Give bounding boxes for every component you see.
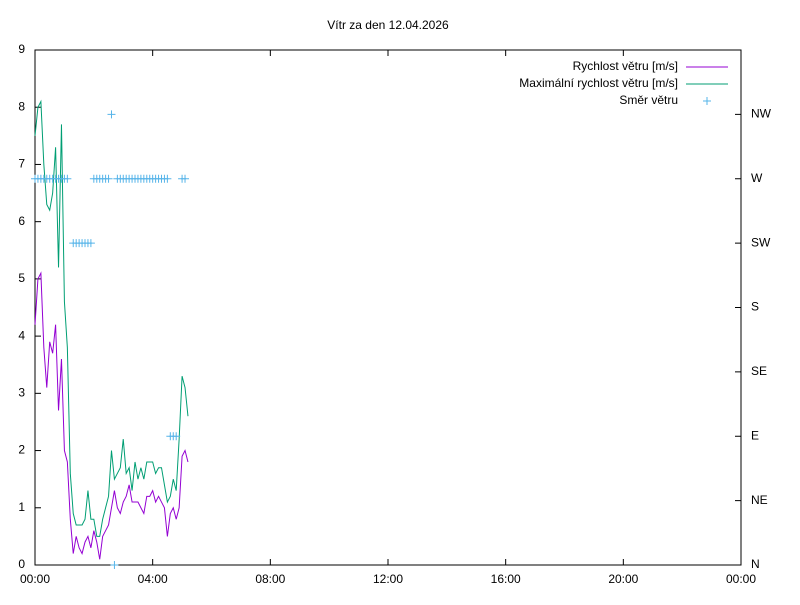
y2-tick-label: SW (751, 235, 771, 249)
x-tick-label: 04:00 (138, 572, 168, 586)
y2-tick-label: NE (751, 493, 768, 507)
legend-label: Maximální rychlost větru [m/s] (519, 76, 678, 90)
x-tick-label: 16:00 (491, 572, 521, 586)
y-tick-label: 3 (18, 386, 25, 400)
direction-point (163, 174, 172, 183)
direction-point (110, 561, 119, 569)
x-tick-label: 00:00 (726, 572, 756, 586)
y2-tick-label: N (751, 557, 760, 571)
y2-tick-label: E (751, 428, 759, 442)
legend-label: Rychlost větru [m/s] (573, 59, 678, 73)
direction-point (104, 174, 113, 183)
chart-title: Vítr za den 12.04.2026 (327, 18, 449, 32)
y-tick-label: 6 (18, 214, 25, 228)
direction-point (63, 174, 72, 183)
x-tick-label: 12:00 (373, 572, 403, 586)
x-tick-label: 00:00 (20, 572, 50, 586)
direction-point (172, 432, 181, 441)
y-tick-label: 8 (18, 99, 25, 113)
legend-label: Směr větru (619, 93, 678, 107)
series-line (34, 99, 189, 537)
direction-point (107, 110, 116, 119)
y2-tick-label: NW (751, 107, 772, 121)
direction-point (181, 174, 190, 183)
y-tick-label: 0 (18, 557, 25, 571)
y-tick-label: 1 (18, 500, 25, 514)
x-tick-label: 20:00 (608, 572, 638, 586)
legend-symbol (703, 97, 711, 105)
x-tick-label: 08:00 (255, 572, 285, 586)
y2-tick-label: W (751, 171, 763, 185)
y-tick-label: 9 (18, 42, 25, 56)
y-tick-label: 5 (18, 271, 25, 285)
y2-tick-label: S (751, 300, 759, 314)
y-tick-label: 2 (18, 443, 25, 457)
direction-point (86, 239, 95, 248)
y-tick-label: 4 (18, 328, 25, 342)
y-tick-label: 7 (18, 157, 25, 171)
series-line (34, 271, 189, 560)
y2-tick-label: SE (751, 364, 767, 378)
